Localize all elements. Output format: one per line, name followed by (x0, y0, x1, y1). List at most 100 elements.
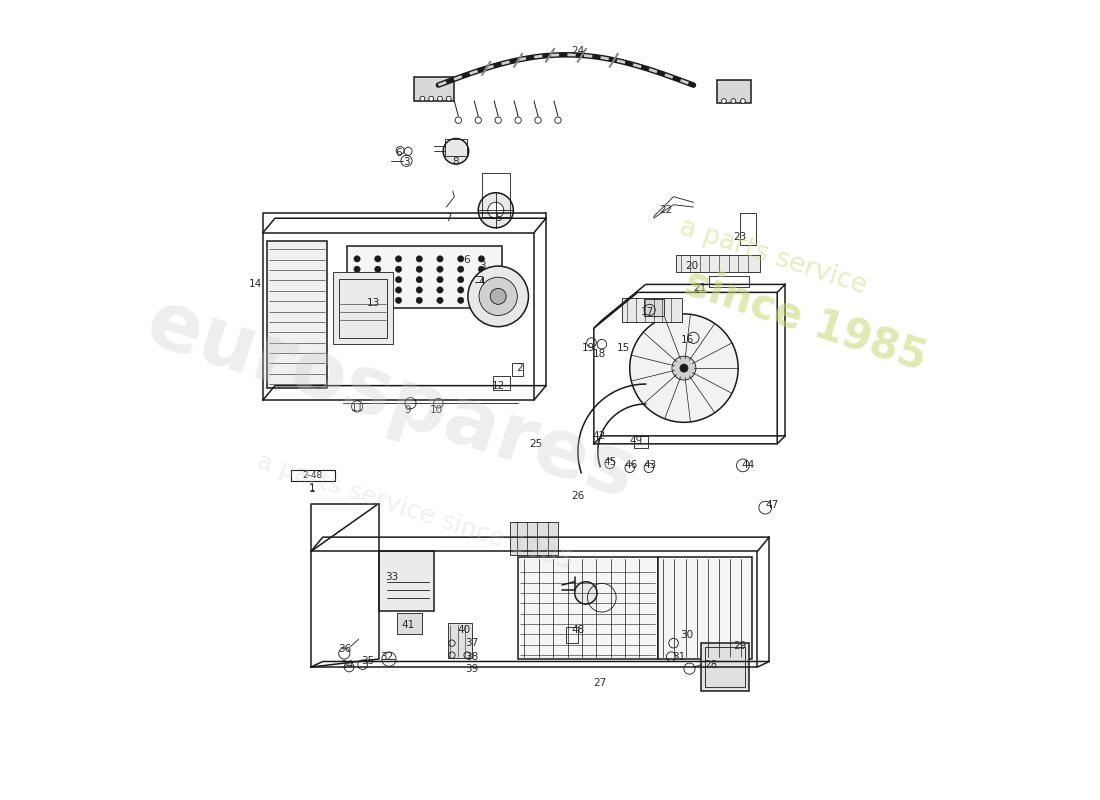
Circle shape (443, 138, 469, 164)
Text: 3: 3 (404, 158, 410, 167)
Circle shape (354, 256, 361, 262)
Text: 4: 4 (478, 277, 485, 287)
Bar (676, 255, 760, 273)
Text: 19: 19 (582, 343, 595, 353)
Text: 28: 28 (704, 660, 717, 670)
Circle shape (438, 96, 442, 101)
Text: 41: 41 (402, 620, 415, 630)
Text: a parts service since 1985: a parts service since 1985 (254, 450, 575, 574)
Circle shape (732, 98, 736, 103)
Bar (378, 551, 434, 611)
Circle shape (478, 266, 485, 273)
Bar (518, 557, 658, 659)
Text: 18: 18 (593, 349, 606, 358)
Text: 12: 12 (492, 381, 505, 390)
Circle shape (429, 96, 433, 101)
Text: 44: 44 (741, 460, 755, 470)
Text: 25: 25 (529, 439, 542, 449)
Text: 29: 29 (733, 641, 747, 650)
Circle shape (395, 266, 402, 273)
Circle shape (395, 256, 402, 262)
Text: 23: 23 (733, 231, 747, 242)
Circle shape (468, 266, 528, 326)
Text: 48: 48 (571, 625, 584, 634)
Circle shape (478, 278, 517, 315)
Text: 40: 40 (458, 625, 471, 634)
Text: 1: 1 (309, 484, 316, 494)
Text: 24: 24 (571, 46, 584, 56)
Text: 21: 21 (693, 283, 706, 294)
Circle shape (487, 202, 504, 218)
Bar (705, 647, 746, 687)
Circle shape (416, 277, 422, 283)
Bar (444, 138, 468, 156)
Text: 47: 47 (764, 500, 779, 510)
Bar (512, 363, 522, 376)
Text: 43: 43 (644, 460, 657, 470)
Circle shape (458, 277, 464, 283)
Text: 22: 22 (659, 206, 672, 215)
Text: 45: 45 (603, 457, 616, 467)
Text: 31: 31 (672, 652, 685, 662)
Bar (493, 376, 510, 390)
Circle shape (395, 286, 402, 293)
Text: 36: 36 (338, 644, 351, 654)
Bar (565, 627, 578, 643)
Bar (702, 643, 749, 691)
Text: 2: 2 (516, 363, 522, 373)
Circle shape (447, 96, 451, 101)
Circle shape (478, 297, 485, 303)
Text: 42: 42 (593, 431, 606, 441)
Circle shape (395, 297, 402, 303)
Bar (339, 279, 386, 338)
Text: 16: 16 (681, 335, 694, 346)
Circle shape (375, 277, 381, 283)
Text: 49: 49 (629, 437, 642, 446)
Text: 3: 3 (478, 261, 485, 271)
Bar (645, 298, 664, 316)
Text: 34: 34 (340, 660, 353, 670)
Circle shape (437, 277, 443, 283)
Text: 8: 8 (452, 158, 459, 167)
Bar (267, 241, 327, 388)
Bar (717, 79, 751, 103)
Text: 32: 32 (379, 652, 393, 662)
Text: 1: 1 (309, 482, 316, 493)
Text: 39: 39 (465, 665, 478, 674)
Text: 33: 33 (385, 572, 399, 582)
Bar (415, 77, 454, 101)
Text: 10: 10 (430, 405, 443, 414)
Text: 14: 14 (249, 279, 262, 290)
Circle shape (478, 277, 485, 283)
Text: 7: 7 (444, 214, 451, 223)
Text: 26: 26 (571, 490, 584, 501)
Circle shape (375, 256, 381, 262)
Circle shape (458, 297, 464, 303)
Circle shape (416, 266, 422, 273)
Circle shape (478, 193, 514, 228)
Text: 27: 27 (593, 678, 606, 688)
Circle shape (722, 98, 726, 103)
Circle shape (629, 314, 738, 422)
Circle shape (354, 277, 361, 283)
Circle shape (740, 98, 746, 103)
Text: eurospares: eurospares (136, 284, 645, 516)
Circle shape (458, 256, 464, 262)
Bar (482, 173, 510, 217)
Text: 15: 15 (617, 343, 630, 353)
Bar (621, 298, 682, 322)
Circle shape (458, 266, 464, 273)
Bar (397, 613, 422, 634)
Circle shape (354, 297, 361, 303)
Bar (290, 470, 334, 482)
Circle shape (375, 286, 381, 293)
Bar (510, 522, 558, 555)
Circle shape (478, 256, 485, 262)
Circle shape (680, 364, 688, 372)
Circle shape (416, 286, 422, 293)
Circle shape (491, 288, 506, 304)
Text: 37: 37 (465, 638, 478, 648)
Bar (448, 623, 472, 658)
Circle shape (478, 286, 485, 293)
Text: 13: 13 (366, 298, 379, 308)
